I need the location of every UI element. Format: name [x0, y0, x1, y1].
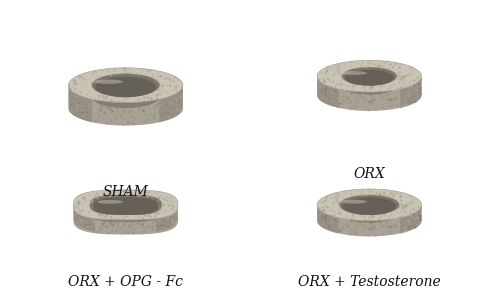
Polygon shape [74, 190, 178, 220]
Polygon shape [74, 205, 178, 234]
Polygon shape [340, 205, 399, 223]
Polygon shape [400, 76, 421, 108]
Ellipse shape [68, 68, 183, 102]
Polygon shape [90, 205, 162, 222]
Polygon shape [317, 205, 422, 236]
Ellipse shape [317, 60, 422, 92]
Ellipse shape [94, 79, 123, 84]
Text: ORX + Testosterone: ORX + Testosterone [298, 275, 440, 289]
Polygon shape [68, 85, 183, 126]
Ellipse shape [340, 200, 366, 204]
Ellipse shape [342, 67, 396, 85]
Ellipse shape [96, 77, 156, 97]
Ellipse shape [340, 71, 366, 75]
Ellipse shape [340, 195, 399, 215]
Polygon shape [90, 195, 162, 215]
Polygon shape [400, 205, 421, 233]
Polygon shape [74, 205, 95, 232]
Text: ORX: ORX [354, 167, 385, 181]
Ellipse shape [97, 200, 123, 204]
Ellipse shape [92, 74, 160, 97]
Polygon shape [317, 76, 338, 108]
Polygon shape [342, 76, 396, 95]
Ellipse shape [317, 189, 422, 221]
Ellipse shape [344, 70, 394, 86]
Polygon shape [317, 76, 422, 111]
Polygon shape [68, 85, 92, 122]
Polygon shape [94, 197, 158, 215]
Polygon shape [92, 85, 160, 108]
Polygon shape [156, 205, 178, 232]
Polygon shape [160, 85, 183, 122]
Text: ORX + OPG - Fc: ORX + OPG - Fc [68, 275, 183, 289]
Ellipse shape [342, 197, 396, 215]
Polygon shape [317, 205, 338, 233]
Text: SHAM: SHAM [103, 185, 148, 199]
